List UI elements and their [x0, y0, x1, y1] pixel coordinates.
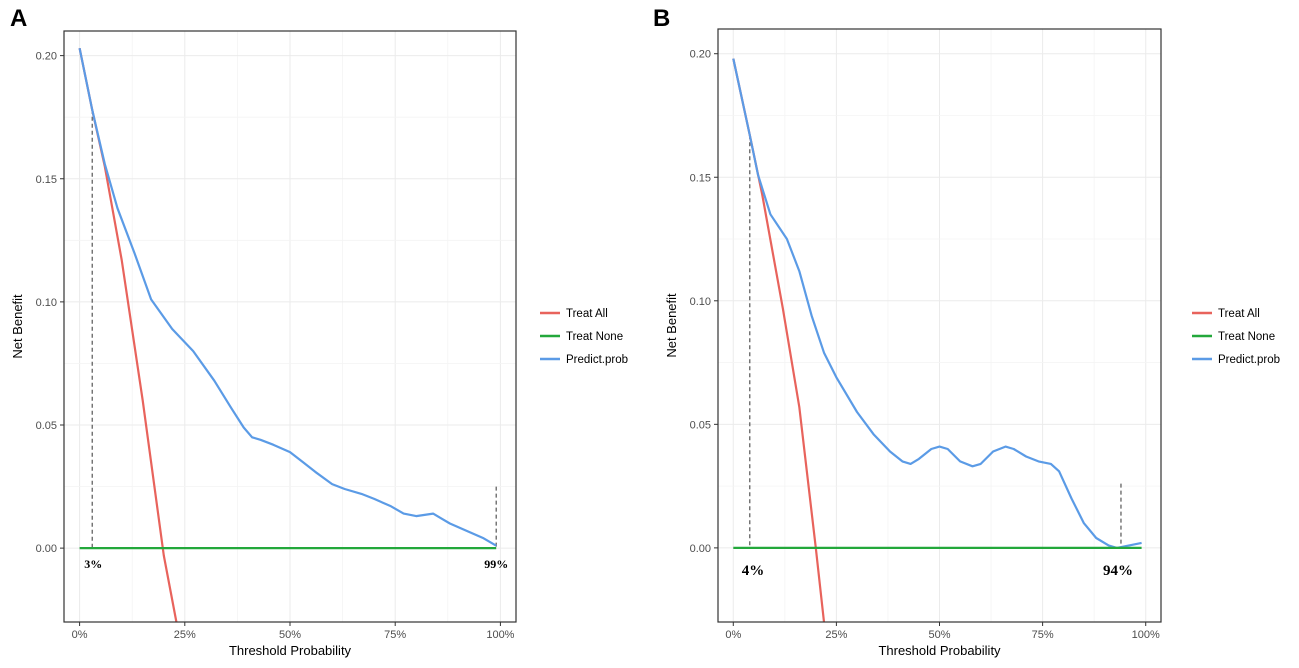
threshold-annotation: 4% — [742, 563, 765, 579]
legend: Treat All Treat None Predict.prob — [540, 308, 628, 366]
x-tick-label: 100% — [486, 629, 514, 641]
y-tick-label: 0.00 — [36, 543, 57, 555]
y-tick-label: 0.00 — [690, 543, 711, 555]
x-axis-title: Threshold Probability — [229, 643, 352, 658]
legend-label: Predict.prob — [1218, 354, 1280, 366]
x-tick-label: 0% — [725, 629, 741, 641]
y-tick-label: 0.05 — [36, 420, 57, 432]
y-tick-label: 0.15 — [36, 174, 57, 186]
x-tick-label: 50% — [928, 629, 950, 641]
legend-label: Treat All — [1218, 308, 1260, 320]
chart-panel-a: A 3% 99% 0% 25% 50% 75% 100% 0.00 0.05 0.10 0.15 0.2… — [10, 5, 628, 658]
y-tick-label: 0.15 — [690, 172, 711, 184]
legend: Treat All Treat None Predict.prob — [1192, 308, 1280, 366]
x-tick-label: 25% — [825, 629, 847, 641]
y-tick-label: 0.20 — [690, 49, 711, 61]
legend-label: Treat All — [566, 308, 608, 320]
panel-label: A — [10, 5, 27, 32]
x-tick-label: 100% — [1132, 629, 1160, 641]
gridlines — [718, 29, 1161, 622]
y-axis-title: Net Benefit — [664, 293, 679, 358]
x-tick-label: 75% — [384, 629, 406, 641]
y-tick-label: 0.10 — [690, 296, 711, 308]
series-line-treat-all — [732, 58, 826, 622]
legend-label: Treat None — [566, 331, 623, 343]
threshold-annotation: 3% — [84, 557, 102, 571]
series-line-treat-all — [78, 47, 178, 622]
y-axis-title: Net Benefit — [10, 294, 25, 359]
legend-label: Treat None — [1218, 331, 1275, 343]
chart-panel-b: B 4% 94% 0% 25% 50% 75% 100% 0.00 0.05 0.10 0.15 0.2… — [653, 5, 1280, 658]
panel-label: B — [653, 5, 670, 32]
y-tick-label: 0.10 — [36, 297, 57, 309]
x-tick-label: 0% — [72, 629, 88, 641]
threshold-annotation: 99% — [484, 557, 508, 571]
series-line-predict-prob — [78, 47, 497, 547]
y-tick-label: 0.05 — [690, 419, 711, 431]
gridlines — [64, 31, 516, 622]
data-layer — [732, 58, 1142, 622]
x-tick-label: 75% — [1032, 629, 1054, 641]
x-axis-title: Threshold Probability — [878, 643, 1001, 658]
series-line-predict-prob — [732, 58, 1142, 549]
threshold-annotation: 94% — [1103, 563, 1133, 579]
data-layer — [78, 47, 497, 622]
x-tick-label: 25% — [174, 629, 196, 641]
x-tick-label: 50% — [279, 629, 301, 641]
y-tick-label: 0.20 — [36, 51, 57, 63]
legend-label: Predict.prob — [566, 354, 628, 366]
